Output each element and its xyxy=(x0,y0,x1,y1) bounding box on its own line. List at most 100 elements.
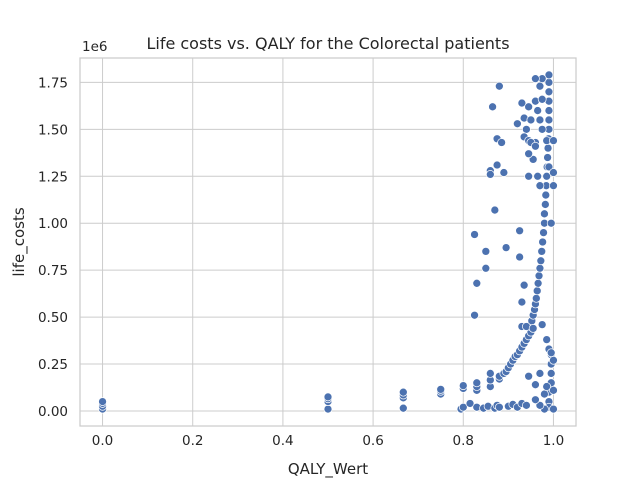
scatter-point xyxy=(539,228,548,237)
scatter-point xyxy=(543,153,552,162)
x-tick-label: 0.8 xyxy=(453,433,474,449)
scatter-point xyxy=(472,378,482,388)
scatter-point xyxy=(542,382,552,391)
scatter-point xyxy=(517,98,527,108)
y-tick-labels: 0.00 0.25 0.50 0.75 1.00 1.25 1.50 1.75 xyxy=(38,75,68,420)
y-tick-label: 0.50 xyxy=(38,310,68,326)
scatter-point xyxy=(472,278,482,288)
scatter-point xyxy=(470,310,479,320)
scatter-point xyxy=(549,355,558,365)
scatter-point xyxy=(540,200,550,209)
scatter-point xyxy=(535,115,545,125)
scatter-point xyxy=(485,170,495,179)
y-tick-label: 0.25 xyxy=(38,357,68,373)
scatter-point xyxy=(531,141,540,151)
scatter-point xyxy=(398,403,408,413)
scatter-point xyxy=(528,155,538,164)
scatter-point xyxy=(546,348,556,358)
scatter-point xyxy=(540,389,549,399)
scatter-point xyxy=(549,385,558,395)
scatter-point xyxy=(531,74,540,84)
scatter-point xyxy=(492,160,502,170)
y-tick-label: 1.75 xyxy=(38,75,68,91)
plot-frame xyxy=(79,57,577,427)
scatter-point xyxy=(528,324,538,333)
scatter-point xyxy=(533,171,543,181)
scatter-point xyxy=(534,271,544,281)
scatter-point xyxy=(398,387,408,397)
scatter-point xyxy=(465,399,475,408)
scatter-point xyxy=(515,226,524,236)
scatter-point xyxy=(517,297,527,307)
x-tick-label: 0.0 xyxy=(92,433,113,449)
y-tick-label: 1.50 xyxy=(38,122,68,138)
scatter-point xyxy=(537,124,547,134)
grid-lines xyxy=(80,58,576,426)
scatter-point xyxy=(532,286,542,296)
scatter-point xyxy=(323,404,333,414)
y-tick-label: 1.00 xyxy=(38,216,68,232)
scatter-point xyxy=(494,402,504,412)
scatter-point xyxy=(537,94,547,104)
scatter-point xyxy=(524,171,534,181)
scatter-point xyxy=(544,162,554,172)
scatter-point xyxy=(323,392,333,402)
scatter-point xyxy=(535,400,545,410)
y-offset-label: 1e6 xyxy=(82,39,107,55)
scatter-point xyxy=(535,369,545,378)
scatter-point xyxy=(515,252,524,262)
scatter-point xyxy=(524,149,534,159)
scatter-point xyxy=(531,293,541,303)
scatter-point xyxy=(535,81,545,91)
y-tick-label: 0.00 xyxy=(38,404,68,420)
scatter-point xyxy=(549,136,558,145)
scatter-point xyxy=(481,263,491,273)
scatter-point xyxy=(544,106,554,115)
scatter-point xyxy=(546,369,556,378)
data-points xyxy=(98,70,558,414)
x-tick-label: 1.0 xyxy=(543,433,564,449)
x-tick-label: 0.2 xyxy=(182,433,203,449)
scatter-point xyxy=(549,404,558,414)
scatter-point xyxy=(494,81,504,91)
scatter-point xyxy=(541,190,551,200)
scatter-point xyxy=(436,385,446,394)
y-tick-label: 0.75 xyxy=(38,263,68,279)
scatter-point xyxy=(531,395,540,405)
scatter-point xyxy=(490,205,500,215)
scatter-point xyxy=(524,371,534,381)
scatter-point xyxy=(537,247,547,256)
scatter-point xyxy=(531,380,540,390)
x-tick-label: 0.4 xyxy=(272,433,293,449)
chart-title: Life costs vs. QALY for the Colorectal p… xyxy=(146,34,509,53)
scatter-point xyxy=(544,115,554,125)
x-tick-labels: 0.0 0.2 0.4 0.6 0.8 1.0 xyxy=(92,433,564,449)
y-axis-label: life_costs xyxy=(10,207,29,276)
scatter-point xyxy=(481,247,491,256)
x-axis-label: QALY_Wert xyxy=(288,460,368,479)
scatter-point xyxy=(535,181,545,191)
scatter-point xyxy=(533,278,543,288)
scatter-point xyxy=(544,87,554,97)
y-tick-label: 1.25 xyxy=(38,169,68,185)
scatter-point xyxy=(98,397,107,406)
scatter-point xyxy=(488,102,497,112)
scatter-point xyxy=(542,335,552,344)
scatter-point xyxy=(546,218,556,228)
scatter-point xyxy=(536,256,546,266)
scatter-point xyxy=(485,369,495,378)
scatter-point xyxy=(458,402,468,412)
scatter-point xyxy=(522,124,531,134)
scatter-point xyxy=(537,320,547,329)
scatter-point xyxy=(497,138,506,147)
scatter-point xyxy=(513,119,522,129)
x-tick-label: 0.6 xyxy=(362,433,383,449)
scatter-point xyxy=(549,168,558,177)
scatter-point xyxy=(542,171,552,181)
scatter-point xyxy=(543,143,553,153)
scatter-point xyxy=(501,243,511,252)
scatter-point xyxy=(535,263,545,273)
scatter-point xyxy=(470,230,479,239)
scatter-point xyxy=(533,106,543,115)
